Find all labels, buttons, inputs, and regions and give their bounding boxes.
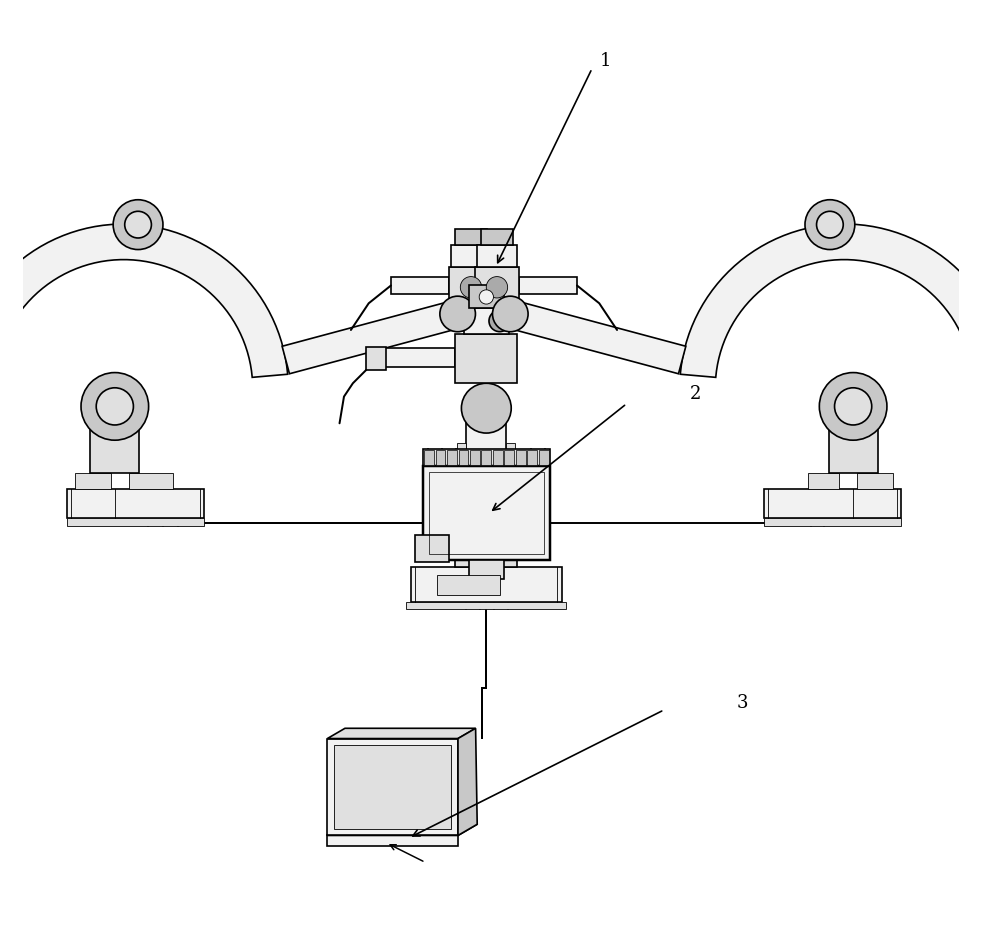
Bar — [493, 450, 503, 464]
Polygon shape — [334, 745, 452, 829]
Bar — [423, 466, 550, 560]
Bar — [829, 406, 878, 473]
Bar — [470, 450, 479, 464]
Bar — [468, 560, 504, 578]
Polygon shape — [327, 824, 477, 836]
Bar — [857, 473, 893, 489]
Circle shape — [81, 373, 148, 440]
Bar — [67, 517, 204, 527]
Bar — [90, 406, 139, 473]
Bar — [764, 489, 901, 517]
Polygon shape — [681, 224, 982, 378]
Bar — [391, 278, 449, 294]
Bar — [808, 473, 840, 489]
Circle shape — [113, 200, 163, 250]
Bar — [76, 473, 111, 489]
Circle shape — [835, 388, 872, 425]
Bar — [437, 576, 500, 595]
Bar — [384, 348, 456, 367]
Bar — [456, 334, 518, 383]
Circle shape — [440, 296, 475, 332]
Bar — [429, 472, 544, 554]
Bar — [436, 450, 445, 464]
Bar — [464, 308, 509, 334]
Bar — [449, 267, 493, 307]
Bar — [129, 473, 173, 489]
Bar — [468, 285, 504, 308]
Bar — [67, 489, 204, 517]
Bar — [477, 245, 517, 267]
Bar — [764, 517, 901, 527]
Bar — [447, 450, 457, 464]
Bar — [474, 267, 519, 307]
Bar — [407, 602, 567, 609]
Polygon shape — [458, 728, 477, 836]
Circle shape — [96, 388, 134, 425]
Bar — [527, 450, 537, 464]
Circle shape — [125, 211, 151, 238]
Circle shape — [493, 296, 528, 332]
Bar — [415, 535, 449, 562]
Bar — [505, 450, 515, 464]
Bar — [366, 347, 386, 370]
Polygon shape — [327, 728, 475, 739]
Bar — [507, 443, 516, 489]
Bar — [424, 450, 434, 464]
Bar — [481, 229, 513, 245]
Circle shape — [817, 211, 844, 238]
Circle shape — [462, 383, 512, 433]
Circle shape — [461, 277, 482, 298]
Bar — [519, 278, 577, 294]
Text: 3: 3 — [736, 694, 747, 712]
Circle shape — [489, 310, 511, 332]
Bar — [423, 449, 550, 466]
Bar — [452, 245, 491, 267]
Bar — [481, 450, 491, 464]
Bar — [459, 450, 468, 464]
Bar — [516, 450, 525, 464]
Bar — [455, 229, 487, 245]
Polygon shape — [0, 224, 288, 378]
Bar — [539, 450, 549, 464]
Text: 1: 1 — [599, 52, 611, 70]
Polygon shape — [327, 836, 458, 846]
Circle shape — [819, 373, 887, 440]
Polygon shape — [327, 739, 458, 836]
Bar — [458, 443, 466, 489]
Circle shape — [486, 277, 508, 298]
Bar — [410, 566, 562, 602]
Polygon shape — [282, 300, 462, 374]
Circle shape — [805, 200, 854, 250]
Circle shape — [479, 290, 493, 304]
Text: 2: 2 — [689, 385, 701, 403]
Bar — [456, 524, 518, 566]
Polygon shape — [507, 300, 685, 374]
Bar — [466, 408, 507, 524]
